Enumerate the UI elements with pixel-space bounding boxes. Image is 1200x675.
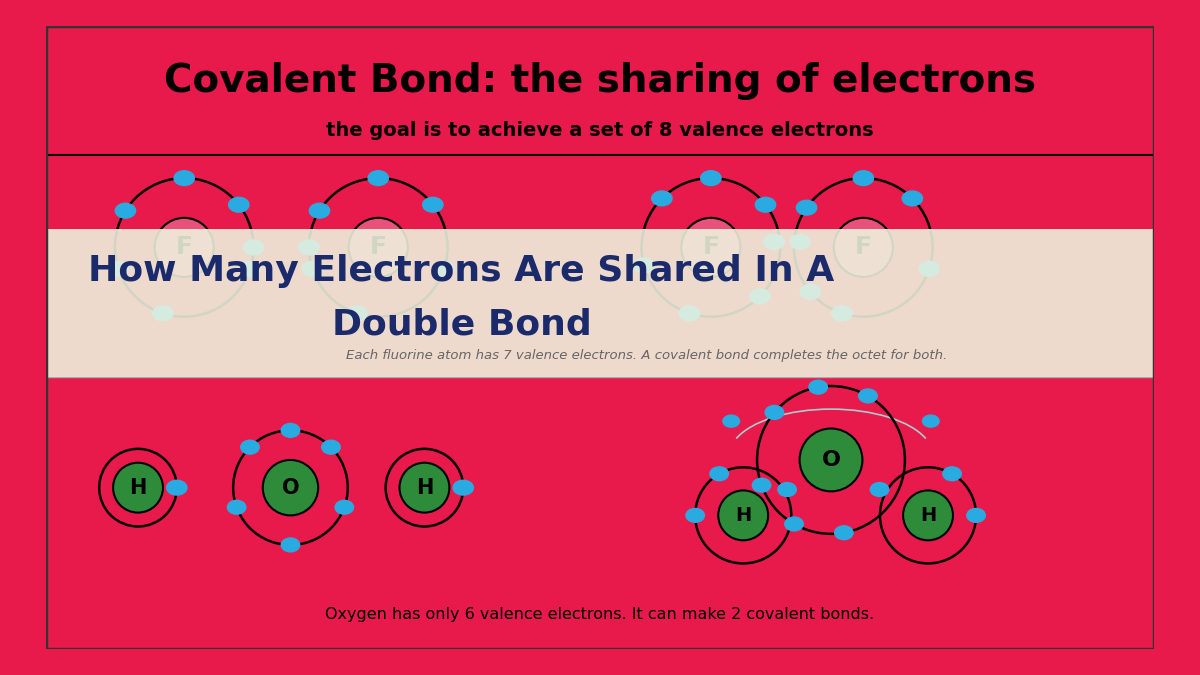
Ellipse shape [778, 483, 797, 496]
Ellipse shape [281, 423, 300, 437]
Ellipse shape [310, 203, 330, 218]
Ellipse shape [870, 483, 889, 496]
Text: H: H [920, 506, 936, 525]
Text: O: O [822, 450, 840, 470]
Ellipse shape [167, 480, 187, 495]
Text: Double Bond: Double Bond [331, 307, 592, 341]
Ellipse shape [241, 440, 259, 454]
Text: How Many Electrons Are Shared In A: How Many Electrons Are Shared In A [89, 254, 834, 288]
Ellipse shape [834, 526, 853, 539]
Circle shape [400, 462, 449, 512]
Circle shape [904, 491, 953, 540]
Ellipse shape [686, 508, 704, 522]
Ellipse shape [750, 289, 770, 304]
Ellipse shape [347, 306, 367, 321]
Circle shape [349, 218, 408, 277]
Circle shape [113, 462, 163, 512]
Ellipse shape [701, 171, 721, 186]
Ellipse shape [454, 480, 474, 495]
Circle shape [719, 491, 768, 540]
Ellipse shape [710, 467, 728, 481]
Ellipse shape [240, 261, 260, 276]
Ellipse shape [967, 508, 985, 522]
Ellipse shape [302, 261, 323, 276]
Ellipse shape [790, 234, 810, 249]
Ellipse shape [335, 500, 354, 514]
Ellipse shape [174, 171, 194, 186]
Circle shape [682, 218, 740, 277]
Text: F: F [854, 236, 872, 259]
Circle shape [799, 429, 863, 491]
Ellipse shape [766, 406, 784, 419]
Ellipse shape [322, 440, 341, 454]
Ellipse shape [652, 191, 672, 206]
Ellipse shape [244, 240, 264, 254]
Ellipse shape [919, 261, 940, 276]
Ellipse shape [809, 380, 828, 394]
Ellipse shape [115, 203, 136, 218]
Ellipse shape [434, 261, 455, 276]
Ellipse shape [755, 197, 775, 212]
Circle shape [155, 218, 214, 277]
Text: O: O [282, 478, 299, 497]
Ellipse shape [152, 306, 173, 321]
Text: H: H [736, 506, 751, 525]
Text: F: F [702, 236, 719, 259]
Text: H: H [415, 478, 433, 497]
Circle shape [834, 218, 893, 277]
Text: F: F [175, 236, 193, 259]
Ellipse shape [634, 258, 654, 273]
Ellipse shape [859, 389, 877, 403]
Ellipse shape [832, 306, 852, 321]
Ellipse shape [281, 538, 300, 552]
Ellipse shape [764, 234, 785, 249]
Ellipse shape [797, 200, 817, 215]
Circle shape [263, 460, 318, 516]
Text: Each fluorine atom has 7 valence electrons. A covalent bond completes the octet : Each fluorine atom has 7 valence electro… [346, 349, 947, 362]
Text: H: H [130, 478, 146, 497]
Ellipse shape [368, 171, 389, 186]
Ellipse shape [108, 261, 128, 276]
Ellipse shape [752, 479, 770, 492]
Ellipse shape [785, 517, 803, 531]
Ellipse shape [923, 415, 940, 427]
Ellipse shape [679, 306, 700, 321]
Ellipse shape [229, 197, 248, 212]
Text: F: F [370, 236, 386, 259]
Text: Oxygen has only 6 valence electrons. It can make 2 covalent bonds.: Oxygen has only 6 valence electrons. It … [325, 607, 875, 622]
Ellipse shape [299, 240, 319, 254]
Text: Covalent Bond: the sharing of electrons: Covalent Bond: the sharing of electrons [164, 62, 1036, 100]
Ellipse shape [422, 197, 443, 212]
Ellipse shape [800, 285, 821, 299]
Ellipse shape [902, 191, 923, 206]
Ellipse shape [853, 171, 874, 186]
Text: the goal is to achieve a set of 8 valence electrons: the goal is to achieve a set of 8 valenc… [326, 121, 874, 140]
Ellipse shape [722, 415, 739, 427]
Ellipse shape [943, 467, 961, 481]
Ellipse shape [227, 500, 246, 514]
FancyBboxPatch shape [46, 229, 1154, 377]
